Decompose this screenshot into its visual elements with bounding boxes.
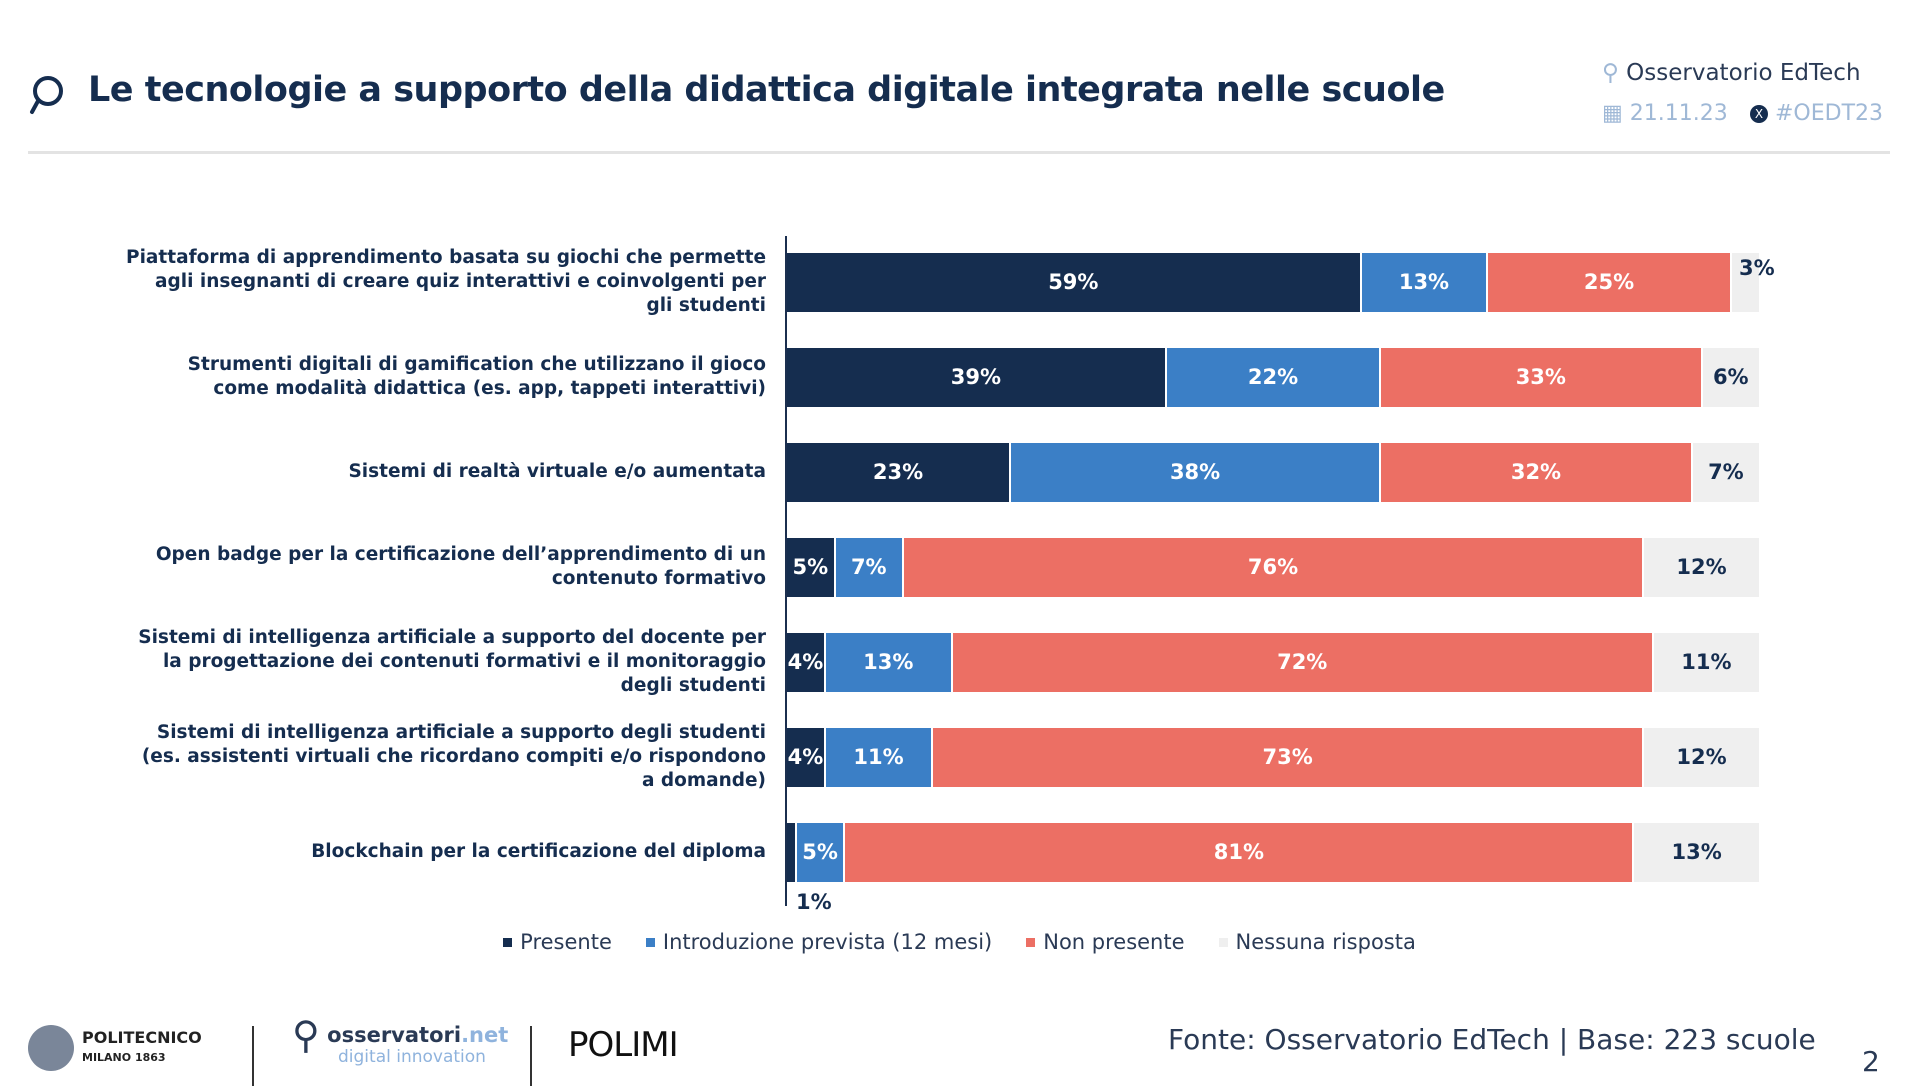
data-label: 11% <box>853 745 904 769</box>
bar-segment-introduzione-prevista-12-mesi: 11% <box>825 727 934 787</box>
bar-segment-introduzione-prevista-12-mesi: 5% <box>796 822 846 882</box>
footer-divider <box>252 1026 254 1086</box>
header-divider <box>28 151 1890 154</box>
bar-segment-non-presente: 33% <box>1381 347 1703 407</box>
bar-segment-introduzione-prevista-12-mesi: 38% <box>1011 442 1382 502</box>
magnifier-logo-icon <box>30 76 63 114</box>
legend-label: Introduzione prevista (12 mesi) <box>662 930 993 954</box>
bar-segment-presente: 23% <box>787 442 1012 502</box>
bar-segment-nessuna-risposta: 13% <box>1634 822 1761 882</box>
data-label: 39% <box>950 365 1002 389</box>
data-label: 7% <box>850 555 887 579</box>
data-label: 1% <box>796 889 832 914</box>
data-label: 81% <box>1213 840 1265 864</box>
legend-label: Presente <box>520 930 612 954</box>
hashtag-text: #OEDT23 <box>1775 101 1884 126</box>
data-label: 32% <box>1510 460 1562 484</box>
brand-label: ⚲ Osservatorio EdTech <box>1602 60 1861 86</box>
bar-segment-nessuna-risposta: 6% <box>1702 347 1761 407</box>
bar-segment-introduzione-prevista-12-mesi: 7% <box>835 537 904 597</box>
data-label: 76% <box>1247 555 1299 579</box>
data-label: 38% <box>1169 460 1221 484</box>
osservatori-logo: ⚲ osservatori.net digital innovation <box>292 1013 509 1067</box>
legend-item: Presente <box>503 930 612 954</box>
data-label: 12% <box>1676 555 1727 579</box>
legend-label: Non presente <box>1043 930 1185 954</box>
politecnico-seal-icon <box>28 1025 74 1071</box>
bar-segment-nessuna-risposta: 7% <box>1692 442 1761 502</box>
bar-segment-non-presente: 72% <box>952 632 1654 692</box>
legend-item: Nessuna risposta <box>1218 930 1416 954</box>
bar-segment-non-presente: 25% <box>1488 252 1732 312</box>
bar-segment-non-presente: 32% <box>1381 442 1693 502</box>
data-label: 12% <box>1676 745 1727 769</box>
bar-segment-nessuna-risposta <box>1731 252 1761 312</box>
bar-segment-nessuna-risposta: 12% <box>1644 727 1761 787</box>
bar-segment-nessuna-risposta: 12% <box>1644 537 1761 597</box>
bar-segment-presente: 4% <box>787 632 826 692</box>
bar-segment-introduzione-prevista-12-mesi: 13% <box>825 632 953 692</box>
data-label: 13% <box>1671 840 1722 864</box>
legend: Presente Introduzione prevista (12 mesi) N… <box>0 930 1919 954</box>
category-label: Strumenti digitali di gamification che u… <box>187 354 766 399</box>
data-label: 59% <box>1048 270 1099 294</box>
legend-swatch <box>503 937 513 947</box>
bar-segment-introduzione-prevista-12-mesi: 13% <box>1361 252 1489 312</box>
y-axis-line <box>785 236 787 906</box>
category-label: Open badge per la certificazione dell’ap… <box>155 544 766 589</box>
category-label: Sistemi di realtà virtuale e/o aumentata <box>348 461 766 482</box>
data-label: 13% <box>863 650 914 674</box>
politecnico-logo: POLITECNICO MILANO 1863 <box>28 1025 202 1071</box>
date-label: ▦ 21.11.23 <box>1602 101 1728 126</box>
data-label: 73% <box>1262 745 1313 769</box>
legend-label: Nessuna risposta <box>1235 930 1416 954</box>
data-label: 11% <box>1681 650 1732 674</box>
x-logo-icon: X <box>1750 105 1768 123</box>
page-number: 2 <box>1862 1045 1880 1078</box>
data-label: 6% <box>1712 365 1749 389</box>
calendar-icon: ▦ <box>1602 101 1623 126</box>
bar-segment-presente: 59% <box>787 252 1362 312</box>
legend-item: Non presente <box>1026 930 1185 954</box>
data-label: 23% <box>872 460 924 484</box>
data-label: 3% <box>1739 256 1775 280</box>
bar-segment-presente: 4% <box>787 727 826 787</box>
bar-segment-nessuna-risposta: 11% <box>1653 632 1761 692</box>
page-title: Le tecnologie a supporto della didattica… <box>88 70 1445 110</box>
data-label: 72% <box>1277 650 1328 674</box>
bar-segment-presente: 39% <box>787 347 1167 407</box>
bar-segment-non-presente: 73% <box>933 727 1645 787</box>
category-label: Piattaforma di apprendimento basata su g… <box>126 247 766 316</box>
legend-swatch <box>645 937 655 947</box>
brand-text: Osservatorio EdTech <box>1626 60 1861 86</box>
category-label: Sistemi di intelligenza artificiale a su… <box>138 627 766 696</box>
legend-swatch <box>1218 937 1228 947</box>
legend-item: Introduzione prevista (12 mesi) <box>645 930 993 954</box>
data-label: 5% <box>802 840 838 864</box>
bar-segment-presente <box>787 822 797 882</box>
category-label: Sistemi di intelligenza artificiale a su… <box>141 722 766 791</box>
legend-swatch <box>1026 937 1036 947</box>
data-label: 33% <box>1515 365 1566 389</box>
data-label: 13% <box>1398 270 1450 294</box>
data-label: 22% <box>1247 365 1299 389</box>
bar-segment-introduzione-prevista-12-mesi: 22% <box>1166 347 1382 407</box>
data-label: 5% <box>792 555 829 579</box>
bar-segment-non-presente: 76% <box>903 537 1645 597</box>
hashtag-label: X #OEDT23 <box>1750 101 1883 126</box>
bar-segment-non-presente: 81% <box>845 822 1635 882</box>
source-note: Fonte: Osservatorio EdTech | Base: 223 s… <box>1168 1023 1816 1056</box>
footer-divider <box>530 1026 532 1086</box>
data-label: 4% <box>787 745 824 769</box>
data-label: 7% <box>1708 460 1744 484</box>
polimi-logo: POLIMI <box>568 1025 679 1065</box>
data-label: 25% <box>1583 270 1635 294</box>
category-label: Blockchain per la certificazione del dip… <box>311 841 766 862</box>
date-text: 21.11.23 <box>1629 101 1728 126</box>
bar-segment-presente: 5% <box>787 537 836 597</box>
data-label: 4% <box>787 650 824 674</box>
magnifier-icon: ⚲ <box>1602 60 1619 86</box>
